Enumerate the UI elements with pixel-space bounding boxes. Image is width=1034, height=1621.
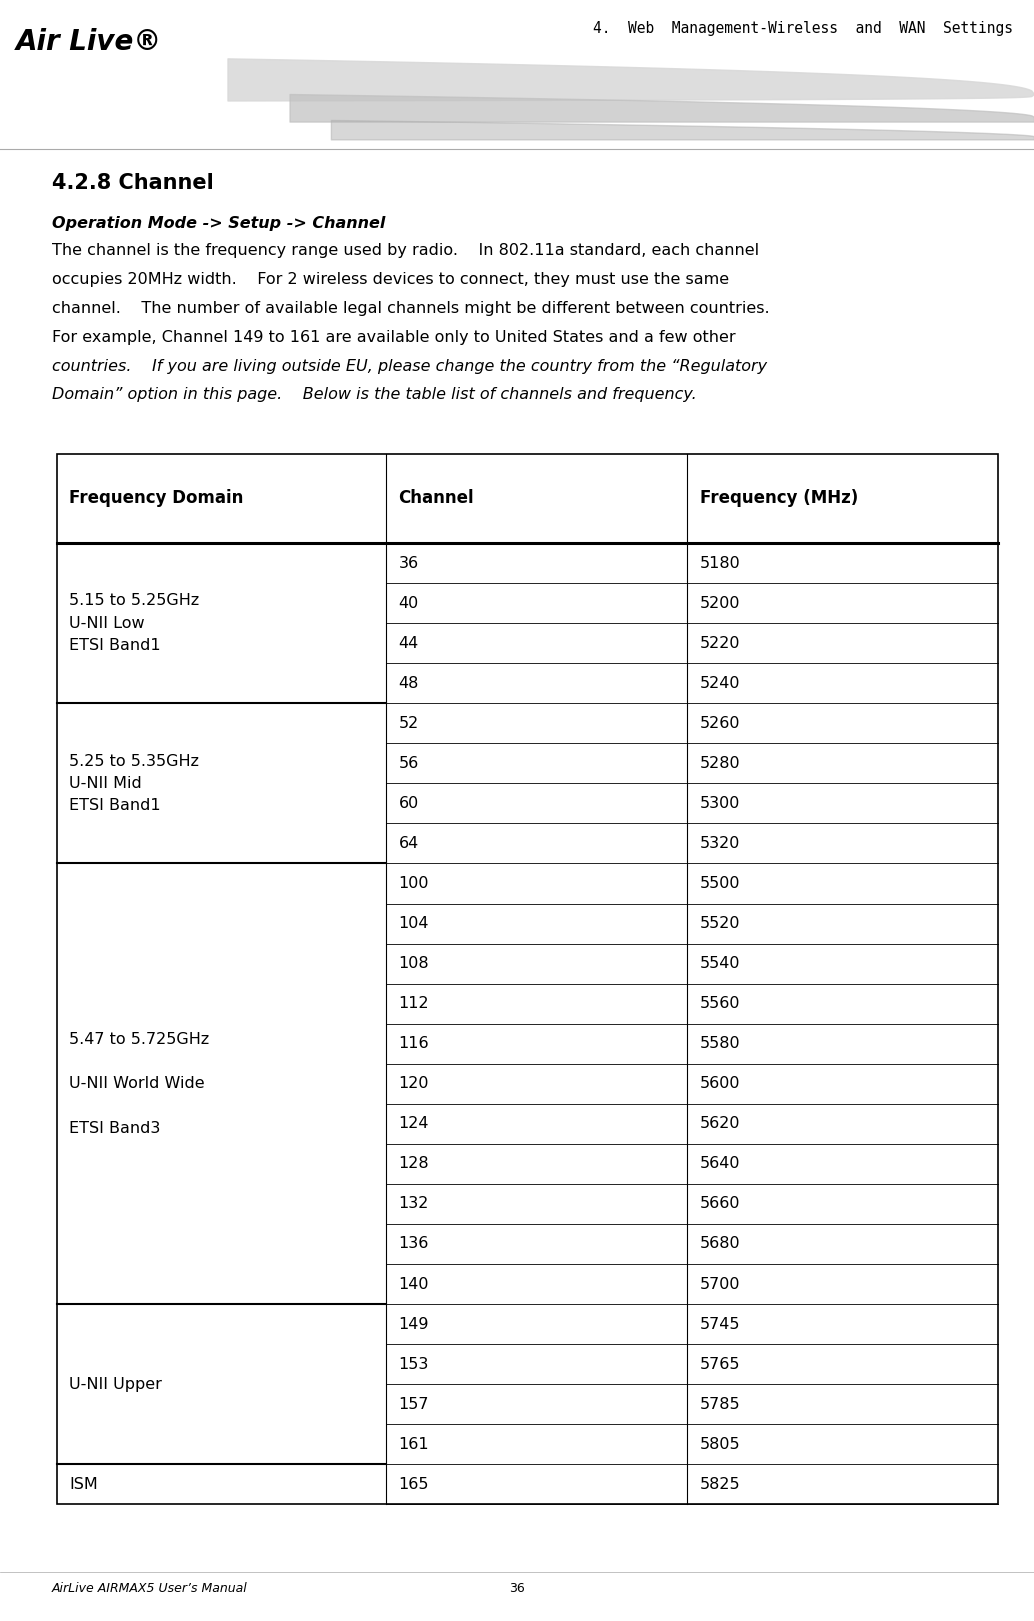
- Text: 5180: 5180: [700, 556, 740, 571]
- Text: Frequency (MHz): Frequency (MHz): [700, 490, 858, 507]
- Text: 5520: 5520: [700, 916, 740, 930]
- Text: 124: 124: [398, 1117, 429, 1131]
- Text: 100: 100: [398, 875, 429, 892]
- Text: 56: 56: [398, 755, 419, 772]
- Text: 149: 149: [398, 1316, 429, 1331]
- Text: 5.25 to 5.35GHz
U-NII Mid
ETSI Band1: 5.25 to 5.35GHz U-NII Mid ETSI Band1: [69, 754, 200, 814]
- Text: 5.15 to 5.25GHz
U-NII Low
ETSI Band1: 5.15 to 5.25GHz U-NII Low ETSI Band1: [69, 593, 200, 653]
- Text: 5640: 5640: [700, 1156, 740, 1172]
- Text: 161: 161: [398, 1436, 429, 1452]
- Text: 5200: 5200: [700, 595, 740, 611]
- Text: 5825: 5825: [700, 1477, 740, 1491]
- Text: 5300: 5300: [700, 796, 740, 810]
- Text: 4.2.8 Channel: 4.2.8 Channel: [52, 173, 213, 193]
- Text: 120: 120: [398, 1076, 429, 1091]
- Text: 5220: 5220: [700, 635, 740, 650]
- Text: 5260: 5260: [700, 716, 740, 731]
- Text: ISM: ISM: [69, 1477, 98, 1491]
- Text: channel.    The number of available legal channels might be different between co: channel. The number of available legal c…: [52, 302, 769, 316]
- Text: 5560: 5560: [700, 997, 740, 1012]
- Text: 4.  Web  Management-Wireless  and  WAN  Settings: 4. Web Management-Wireless and WAN Setti…: [594, 21, 1013, 36]
- Text: 112: 112: [398, 997, 429, 1012]
- Text: 5600: 5600: [700, 1076, 740, 1091]
- Text: 5620: 5620: [700, 1117, 740, 1131]
- Text: 5.47 to 5.725GHz

U-NII World Wide

ETSI Band3: 5.47 to 5.725GHz U-NII World Wide ETSI B…: [69, 1033, 210, 1136]
- Text: Air Live®: Air Live®: [16, 28, 161, 55]
- Text: Operation Mode -> Setup -> Channel: Operation Mode -> Setup -> Channel: [52, 216, 385, 230]
- Text: 48: 48: [398, 676, 419, 691]
- Text: 108: 108: [398, 956, 429, 971]
- Text: 104: 104: [398, 916, 429, 930]
- Text: 5785: 5785: [700, 1397, 740, 1412]
- Text: countries.    If you are living outside EU, please change the country from the “: countries. If you are living outside EU,…: [52, 358, 767, 373]
- Text: 128: 128: [398, 1156, 429, 1172]
- Text: Frequency Domain: Frequency Domain: [69, 490, 244, 507]
- Text: For example, Channel 149 to 161 are available only to United States and a few ot: For example, Channel 149 to 161 are avai…: [52, 329, 735, 345]
- Text: 5280: 5280: [700, 755, 740, 772]
- Text: 5580: 5580: [700, 1036, 740, 1050]
- Text: 5680: 5680: [700, 1237, 740, 1251]
- Text: 157: 157: [398, 1397, 429, 1412]
- Text: 36: 36: [398, 556, 419, 571]
- Text: 52: 52: [398, 716, 419, 731]
- Text: 165: 165: [398, 1477, 429, 1491]
- Text: 5805: 5805: [700, 1436, 740, 1452]
- Text: 44: 44: [398, 635, 419, 650]
- Text: 64: 64: [398, 836, 419, 851]
- Text: 140: 140: [398, 1276, 429, 1292]
- Text: U-NII Upper: U-NII Upper: [69, 1376, 162, 1392]
- Text: 153: 153: [398, 1357, 429, 1371]
- Text: Channel: Channel: [398, 490, 475, 507]
- Text: Domain” option in this page.    Below is the table list of channels and frequenc: Domain” option in this page. Below is th…: [52, 387, 697, 402]
- Text: 5240: 5240: [700, 676, 740, 691]
- Text: 5540: 5540: [700, 956, 740, 971]
- Text: 5500: 5500: [700, 875, 740, 892]
- Text: 132: 132: [398, 1196, 429, 1211]
- Text: 40: 40: [398, 595, 419, 611]
- Text: 5660: 5660: [700, 1196, 740, 1211]
- Text: 136: 136: [398, 1237, 429, 1251]
- Text: 60: 60: [398, 796, 419, 810]
- Text: The channel is the frequency range used by radio.    In 802.11a standard, each c: The channel is the frequency range used …: [52, 243, 759, 258]
- Text: 5700: 5700: [700, 1276, 740, 1292]
- Text: 5320: 5320: [700, 836, 740, 851]
- Text: 116: 116: [398, 1036, 429, 1050]
- Text: 5765: 5765: [700, 1357, 740, 1371]
- Text: 5745: 5745: [700, 1316, 740, 1331]
- Text: occupies 20MHz width.    For 2 wireless devices to connect, they must use the sa: occupies 20MHz width. For 2 wireless dev…: [52, 272, 729, 287]
- Text: AirLive AIRMAX5 User’s Manual: AirLive AIRMAX5 User’s Manual: [52, 1582, 247, 1595]
- Text: 36: 36: [509, 1582, 525, 1595]
- Bar: [57, 454, 998, 1504]
